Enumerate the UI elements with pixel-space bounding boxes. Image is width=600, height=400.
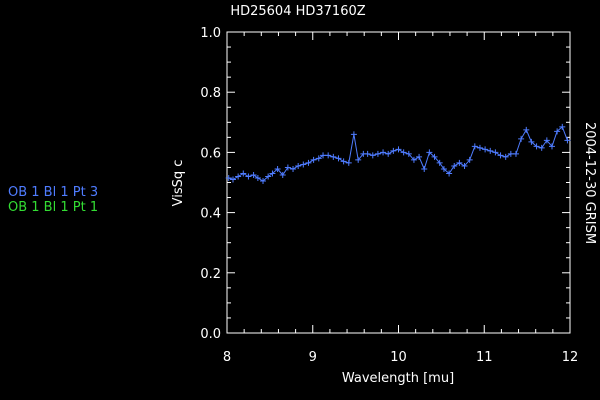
legend-entry: OB 1 Bl 1 Pt 1 <box>8 200 98 215</box>
data-point <box>431 153 438 160</box>
data-point <box>390 147 397 154</box>
y-tick-label: 0.6 <box>200 146 221 161</box>
data-point <box>451 162 458 169</box>
data-point <box>559 123 566 130</box>
data-point <box>335 155 342 162</box>
legend: OB 1 Bl 1 Pt 3OB 1 Bl 1 Pt 1 <box>8 185 98 215</box>
data-point <box>364 150 371 157</box>
data-point <box>492 149 499 156</box>
data-point <box>436 159 443 166</box>
data-point <box>564 137 571 144</box>
y-tick-label: 0.0 <box>200 327 221 342</box>
data-point <box>543 137 550 144</box>
data-point <box>340 158 347 165</box>
data-point <box>482 146 489 153</box>
y-tick-label: 0.4 <box>200 207 221 222</box>
data-point <box>380 149 387 156</box>
data-point <box>466 156 473 163</box>
data-point <box>305 159 312 166</box>
data-point <box>497 152 504 159</box>
date-grism-label: 2004-12-30 GRISM <box>582 122 597 244</box>
data-point <box>320 152 327 159</box>
x-tick-label: 8 <box>223 350 231 365</box>
data-point <box>230 176 237 183</box>
data-point <box>250 171 257 178</box>
data-point <box>315 155 322 162</box>
x-tick-label: 12 <box>562 350 579 365</box>
data-point <box>507 150 514 157</box>
y-axis-label: VisSq c <box>171 160 186 207</box>
data-point <box>421 165 428 172</box>
data-point <box>325 152 332 159</box>
data-point <box>512 150 519 157</box>
x-tick-label: 10 <box>390 350 407 365</box>
data-point <box>554 128 561 135</box>
y-tick-label: 0.2 <box>200 267 221 282</box>
data-point <box>410 156 417 163</box>
y-tick-label: 0.8 <box>200 86 221 101</box>
data-point <box>426 149 433 156</box>
data-point <box>487 147 494 154</box>
data-point <box>461 162 468 169</box>
data-point <box>395 146 402 153</box>
data-series <box>225 123 571 184</box>
data-point <box>548 143 555 150</box>
data-point <box>235 173 242 180</box>
data-point <box>400 149 407 156</box>
data-point <box>528 138 535 145</box>
data-point <box>374 150 381 157</box>
legend-entry: OB 1 Bl 1 Pt 3 <box>8 185 98 200</box>
data-point <box>310 156 317 163</box>
data-point <box>369 152 376 159</box>
data-point <box>279 171 286 178</box>
data-point <box>265 173 272 180</box>
axis-ticks <box>226 31 571 334</box>
data-point <box>284 164 291 171</box>
data-point <box>240 170 247 177</box>
data-point <box>355 156 362 163</box>
data-point <box>471 143 478 150</box>
data-point <box>405 150 412 157</box>
data-point <box>254 174 261 181</box>
data-point <box>446 170 453 177</box>
y-tick-label: 1.0 <box>200 26 221 41</box>
data-point <box>345 159 352 166</box>
data-point <box>440 165 447 172</box>
data-point <box>518 135 525 142</box>
x-tick-label: 9 <box>309 350 317 365</box>
data-point <box>330 153 337 160</box>
chart-title: HD25604 HD37160Z <box>230 4 365 19</box>
data-point <box>225 174 232 181</box>
data-point <box>260 177 267 184</box>
data-point <box>274 165 281 172</box>
data-point <box>456 159 463 166</box>
data-point <box>290 165 297 172</box>
data-point <box>476 144 483 151</box>
data-point <box>350 131 357 138</box>
data-point <box>300 161 307 168</box>
data-point <box>245 173 252 180</box>
data-point <box>416 153 423 160</box>
x-axis-label: Wavelength [mu] <box>342 371 454 386</box>
data-point <box>385 150 392 157</box>
x-tick-label: 11 <box>476 350 493 365</box>
data-point <box>295 162 302 169</box>
data-point <box>523 126 530 133</box>
data-point <box>533 143 540 150</box>
data-point <box>269 170 276 177</box>
tick-labels: 8 9 10 11 12 0.0 0.2 0.4 0.6 0.8 1.0 <box>200 26 578 365</box>
data-point <box>502 153 509 160</box>
data-point <box>538 144 545 151</box>
